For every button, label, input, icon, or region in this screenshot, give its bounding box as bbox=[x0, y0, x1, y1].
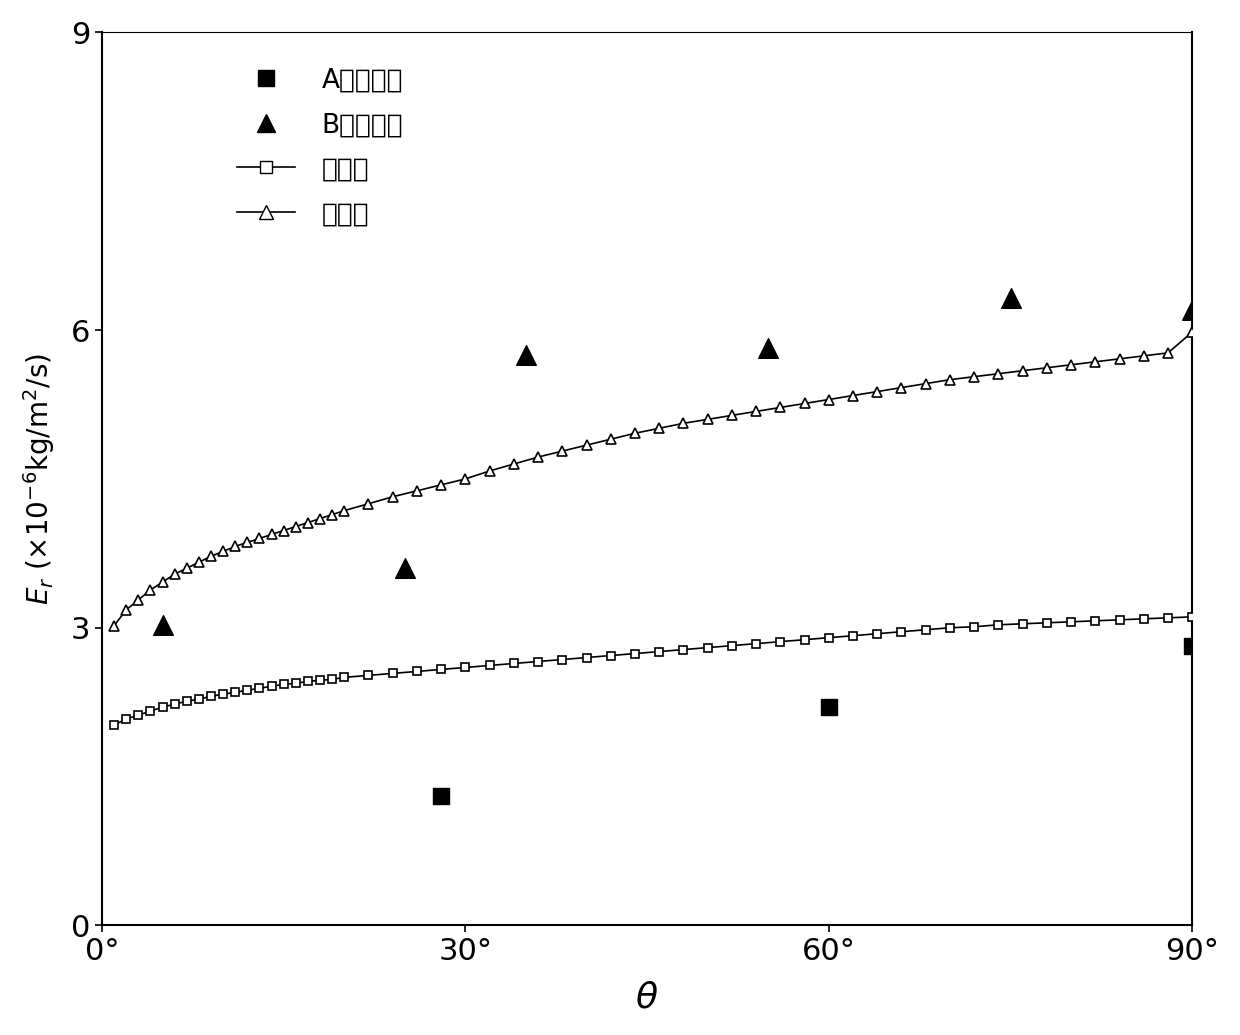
Point bbox=[1001, 290, 1021, 306]
Point bbox=[432, 789, 451, 805]
Point bbox=[394, 560, 414, 576]
Point bbox=[1182, 638, 1202, 654]
Point bbox=[818, 699, 838, 715]
Point bbox=[516, 347, 536, 363]
X-axis label: $\theta$: $\theta$ bbox=[635, 980, 658, 1014]
Point bbox=[153, 617, 172, 633]
Y-axis label: $E_r$ (×10$^{-6}$kg/m$^2$/s): $E_r$ (×10$^{-6}$kg/m$^2$/s) bbox=[21, 353, 57, 604]
Legend: A组实验値, B组实验値, 预测値, 预测値: A组实验値, B组实验値, 预测値, 预测値 bbox=[224, 55, 417, 240]
Point bbox=[1182, 302, 1202, 319]
Point bbox=[759, 339, 779, 356]
